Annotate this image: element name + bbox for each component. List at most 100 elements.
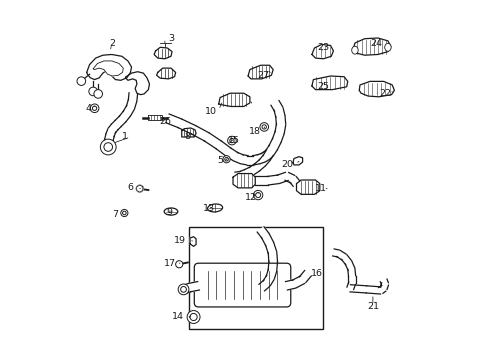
Polygon shape [257,153,264,164]
Circle shape [223,156,230,163]
Text: 25: 25 [317,82,329,91]
Text: 3: 3 [167,34,174,43]
Circle shape [224,157,228,161]
Polygon shape [267,261,277,271]
Polygon shape [178,119,195,134]
Polygon shape [292,276,304,288]
Polygon shape [378,285,385,293]
Polygon shape [111,120,121,130]
Polygon shape [258,280,269,291]
Polygon shape [115,116,125,126]
Polygon shape [299,270,311,283]
Polygon shape [289,176,299,186]
Polygon shape [263,275,273,285]
Text: 12: 12 [244,193,257,202]
Polygon shape [285,172,294,183]
Text: 8: 8 [184,132,190,141]
Polygon shape [366,286,380,294]
Polygon shape [261,234,273,246]
Bar [188,227,322,329]
Circle shape [227,136,236,145]
Polygon shape [240,154,248,165]
Polygon shape [104,139,113,145]
Polygon shape [247,156,253,165]
Polygon shape [204,133,221,149]
Text: 14: 14 [171,312,183,321]
Polygon shape [125,72,149,95]
Text: 5: 5 [217,156,223,165]
Polygon shape [349,285,366,293]
Polygon shape [218,93,249,107]
Polygon shape [93,61,123,76]
Polygon shape [265,243,276,254]
Polygon shape [225,148,238,161]
Polygon shape [249,164,259,175]
Polygon shape [260,152,268,162]
Polygon shape [104,134,114,141]
Polygon shape [137,185,142,192]
Ellipse shape [207,204,222,212]
Polygon shape [347,269,355,276]
Polygon shape [348,276,355,283]
Polygon shape [311,76,347,90]
Circle shape [89,87,97,96]
Polygon shape [265,269,276,279]
Polygon shape [247,65,273,79]
Polygon shape [188,282,199,292]
Circle shape [136,185,143,192]
Circle shape [229,138,234,143]
Polygon shape [108,124,118,133]
Text: 23: 23 [317,43,329,52]
Polygon shape [165,114,182,128]
Polygon shape [273,108,285,117]
Polygon shape [277,172,287,183]
Polygon shape [274,123,285,134]
Polygon shape [341,255,350,265]
Polygon shape [86,54,131,80]
Polygon shape [263,150,272,159]
Polygon shape [128,93,137,101]
Circle shape [92,106,97,111]
Text: 2: 2 [109,39,115,48]
Polygon shape [182,128,196,137]
Text: 20: 20 [280,161,292,170]
Circle shape [260,123,268,131]
Polygon shape [123,105,134,116]
Text: 19: 19 [174,237,186,246]
Circle shape [175,261,183,268]
Polygon shape [257,227,268,238]
Polygon shape [126,99,137,109]
Polygon shape [191,126,209,141]
Text: 13: 13 [203,204,215,213]
Polygon shape [259,155,269,166]
Circle shape [77,77,85,85]
Polygon shape [285,280,295,290]
Text: 1: 1 [122,132,128,141]
Circle shape [180,287,186,292]
Polygon shape [254,159,264,171]
Ellipse shape [351,46,357,54]
Text: 17: 17 [164,259,176,268]
Text: 11: 11 [314,184,326,193]
Polygon shape [380,283,387,289]
Polygon shape [263,151,273,160]
Circle shape [100,139,116,155]
Circle shape [90,104,99,113]
Polygon shape [148,116,162,120]
Circle shape [262,125,266,129]
Polygon shape [265,145,277,156]
Polygon shape [268,139,281,150]
Polygon shape [106,129,116,137]
Polygon shape [244,167,253,177]
Text: 15: 15 [227,136,239,145]
Polygon shape [275,116,285,125]
Text: 10: 10 [204,107,216,116]
Circle shape [255,193,260,198]
Polygon shape [252,155,259,165]
Polygon shape [292,157,302,165]
Text: 27: 27 [257,71,269,80]
Polygon shape [119,111,130,122]
Ellipse shape [384,43,390,51]
Ellipse shape [164,208,178,215]
Polygon shape [154,47,172,59]
